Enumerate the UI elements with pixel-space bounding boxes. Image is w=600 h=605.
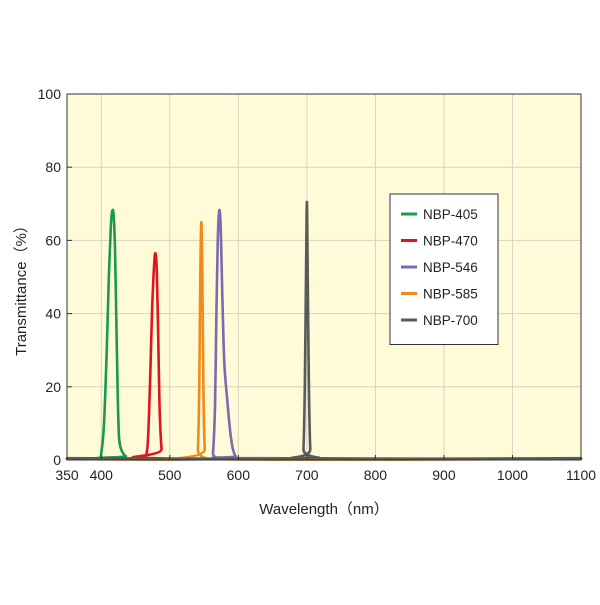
x-tick-label: 1000 bbox=[497, 467, 528, 483]
x-axis-label: Wavelength（nm） bbox=[259, 501, 389, 518]
x-tick-label: 600 bbox=[227, 467, 251, 483]
x-tick-label: 700 bbox=[295, 467, 319, 483]
y-tick-label: 0 bbox=[53, 452, 61, 468]
y-tick-label: 60 bbox=[45, 232, 61, 248]
legend-label: NBP-546 bbox=[423, 260, 478, 275]
y-tick-label: 100 bbox=[38, 86, 62, 102]
plot-background bbox=[67, 94, 581, 460]
legend-label: NBP-700 bbox=[423, 313, 478, 328]
series-line-nbp-700 bbox=[65, 200, 583, 461]
legend-item-nbp-405: NBP-405 bbox=[401, 207, 478, 222]
x-tick-label: 500 bbox=[158, 467, 182, 483]
y-tick-label: 80 bbox=[45, 159, 61, 175]
legend-item-nbp-470: NBP-470 bbox=[401, 234, 478, 249]
legend: NBP-405 NBP-470 NBP-546 NBP-585 NBP-700 bbox=[389, 193, 499, 345]
y-tick-label: 20 bbox=[45, 379, 61, 395]
plot-frame bbox=[66, 93, 582, 461]
legend-item-nbp-700: NBP-700 bbox=[401, 313, 478, 328]
y-tick-label: 40 bbox=[45, 306, 61, 322]
legend-label: NBP-585 bbox=[423, 287, 478, 302]
x-tick-label: 350 bbox=[55, 467, 79, 483]
x-tick-label: 900 bbox=[432, 467, 456, 483]
x-tick-label: 1100 bbox=[566, 467, 596, 483]
legend-label: NBP-405 bbox=[423, 207, 478, 222]
legend-label: NBP-470 bbox=[423, 234, 478, 249]
x-tick-label: 800 bbox=[364, 467, 388, 483]
series-lines bbox=[65, 200, 583, 461]
y-axis-label: Transmittance（%） bbox=[13, 218, 30, 356]
legend-item-nbp-585: NBP-585 bbox=[401, 287, 478, 302]
legend-item-nbp-546: NBP-546 bbox=[401, 260, 478, 275]
ticks: 350 400 500 600 700 800 900 1000 1100 0 20 40 60 80 10… bbox=[38, 86, 597, 483]
series-line-nbp-546 bbox=[65, 208, 583, 461]
x-tick-label: 400 bbox=[90, 467, 114, 483]
